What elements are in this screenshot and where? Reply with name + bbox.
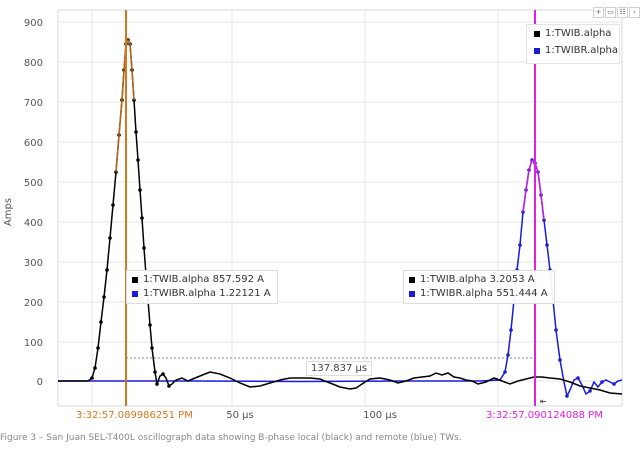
cursor-drag-arrow-icon[interactable]: ⇤ [540,397,547,406]
fit-icon[interactable]: ▭ [605,7,616,18]
x-tick-100us: 100 µs [363,410,397,421]
svg-text:500: 500 [24,178,43,189]
tooltip-swatch-icon [409,277,415,283]
svg-text:800: 800 [24,58,43,69]
cursor-right-time: 3:32:57.090124088 PM [486,410,603,421]
chart-toolbar: + ▭ ☷ › [592,7,640,18]
cursor-left-tooltip: 1:TWIB.alpha 857.592 A 1:TWIBR.alpha 1.2… [126,270,278,304]
svg-text:300: 300 [24,258,43,269]
legend-label: 1:TWIB.alpha [545,28,612,39]
cursor-delta-label: 137.837 µs [306,361,373,376]
legend-swatch-icon [534,47,540,54]
svg-text:400: 400 [24,218,43,229]
legend-item-twibr[interactable]: 1:TWIBR.alpha [527,42,619,59]
svg-text:700: 700 [24,98,43,109]
svg-text:600: 600 [24,138,43,149]
oscillograph-chart: 900 800 700 600 500 400 300 200 100 0 Am… [3,9,623,421]
legend-label: 1:TWIBR.alpha [545,45,619,56]
svg-text:0: 0 [37,377,43,388]
cursor-right-highlight [522,158,545,221]
figure-caption: Figure 3 – San Juan SEL-T400L oscillogra… [0,433,462,443]
x-tick-50us: 50 µs [226,410,253,421]
y-tick-labels: 900 800 700 600 500 400 300 200 100 0 [24,18,43,388]
cursor-left-time: 3:32:57.089986251 PM [76,410,193,421]
tooltip-swatch-icon [132,291,138,297]
svg-text:900: 900 [24,18,43,29]
y-axis-title: Amps [3,198,14,226]
legend-swatch-icon [534,30,540,37]
tooltip-value: 1:TWIBR.alpha 1.22121 A [143,288,271,299]
legend-item-twib[interactable]: 1:TWIB.alpha [527,25,619,42]
grid-icon[interactable]: ☷ [617,7,628,18]
plot-frame [57,9,623,407]
cursor-left-highlight [115,38,135,173]
svg-text:200: 200 [24,298,43,309]
cursor-right-tooltip: 1:TWIB.alpha 3.2053 A 1:TWIBR.alpha 551.… [403,270,555,304]
chart-legend: 1:TWIB.alpha 1:TWIBR.alpha [526,24,620,64]
tooltip-value: 1:TWIBR.alpha 551.444 A [420,288,548,299]
tooltip-value: 1:TWIB.alpha 3.2053 A [420,274,535,285]
x-gridlines [91,10,499,406]
svg-text:100: 100 [24,338,43,349]
plus-icon[interactable]: + [593,7,604,18]
tooltip-value: 1:TWIB.alpha 857.592 A [143,274,264,285]
tooltip-swatch-icon [132,277,138,283]
tooltip-swatch-icon [409,291,415,297]
arrow-right-icon[interactable]: › [629,7,640,18]
